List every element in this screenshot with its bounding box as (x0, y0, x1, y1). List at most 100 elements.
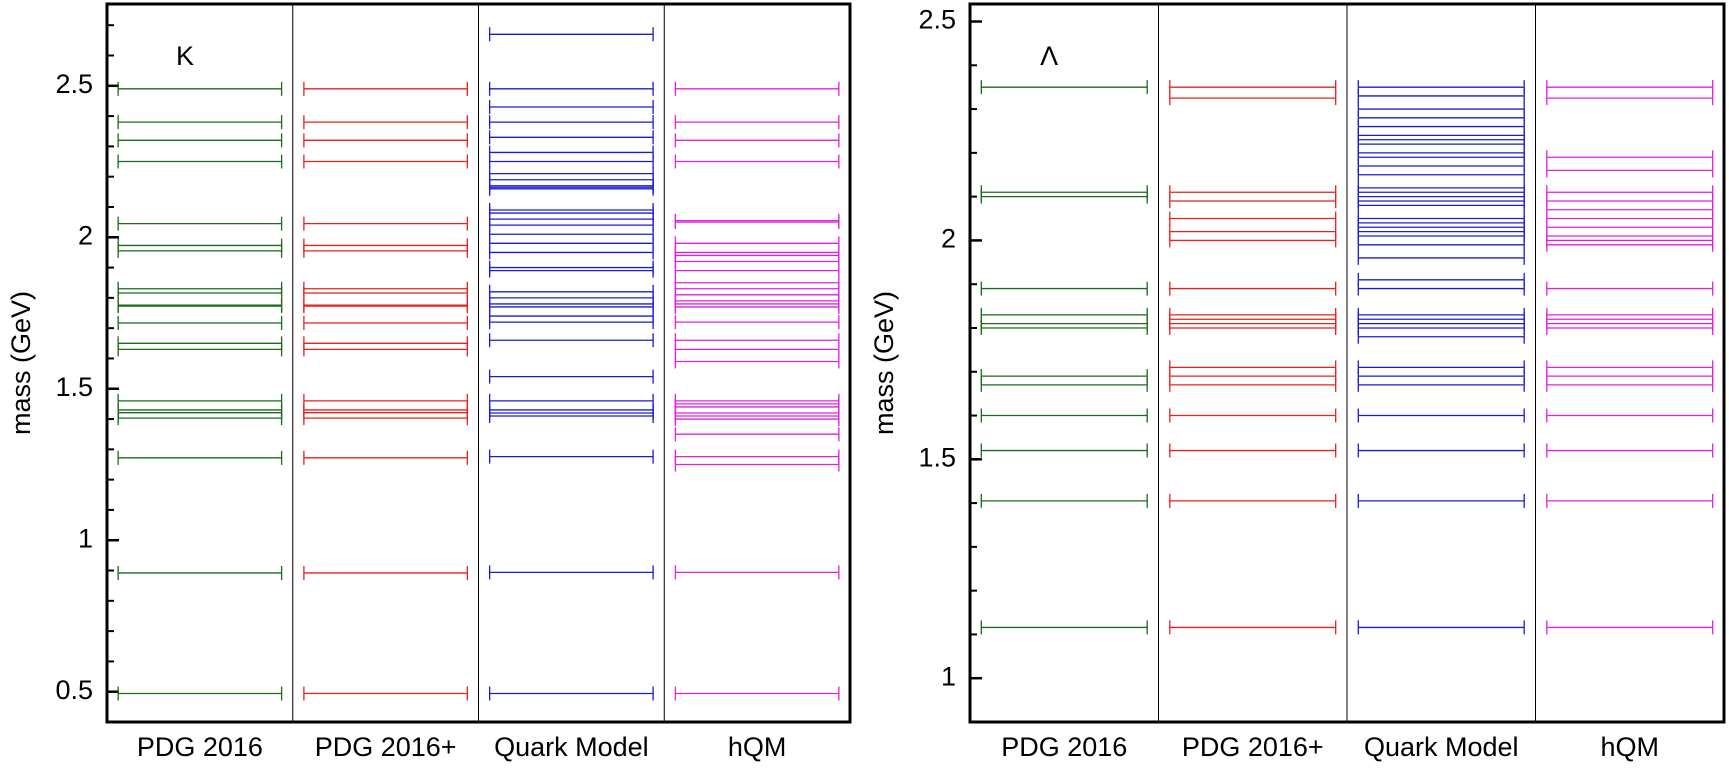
level (674, 412, 840, 427)
level (674, 296, 840, 311)
level (488, 145, 654, 160)
level (303, 686, 469, 701)
level (488, 290, 654, 305)
level (1357, 281, 1525, 296)
level (1546, 185, 1714, 200)
level (980, 408, 1148, 423)
level (117, 402, 283, 417)
level (1546, 211, 1714, 226)
level (1546, 408, 1714, 423)
level (1169, 233, 1337, 248)
level (1169, 369, 1337, 384)
y-tick-label: 2 (78, 220, 93, 250)
level (488, 236, 654, 251)
level (117, 133, 283, 148)
level (1169, 493, 1337, 508)
level (980, 620, 1148, 635)
level (1169, 224, 1337, 239)
level (674, 686, 840, 701)
level (980, 377, 1148, 392)
level (1357, 110, 1525, 125)
level (980, 307, 1148, 322)
level (488, 299, 654, 314)
level (488, 166, 654, 181)
level (488, 405, 654, 420)
level (303, 115, 469, 130)
plot-frame (105, 2, 852, 724)
level (1357, 211, 1525, 226)
level (488, 181, 654, 196)
level (1357, 119, 1525, 134)
level (674, 115, 840, 130)
y-tick-label: 1.5 (918, 442, 956, 472)
level (674, 449, 840, 464)
level (303, 316, 469, 331)
level (674, 342, 840, 357)
x-tick-label: hQM (1600, 732, 1659, 762)
level (303, 286, 469, 301)
level (1169, 377, 1337, 392)
level (488, 172, 654, 187)
level (488, 309, 654, 324)
level (1546, 620, 1714, 635)
level (1357, 620, 1525, 635)
level (1357, 443, 1525, 458)
y-tick-label: 1.5 (55, 372, 93, 402)
level (488, 100, 654, 115)
level (1546, 281, 1714, 296)
level (1357, 369, 1525, 384)
level (980, 369, 1148, 384)
level (117, 298, 283, 313)
level (488, 206, 654, 221)
level (1546, 443, 1714, 458)
level (488, 333, 654, 348)
level (488, 369, 654, 384)
plot-frame (968, 2, 1726, 724)
level (674, 427, 840, 442)
level (1357, 307, 1525, 322)
y-tick-label: 2.5 (55, 69, 93, 99)
x-tick-label: Quark Model (1364, 732, 1519, 762)
level (303, 133, 469, 148)
level (1357, 158, 1525, 173)
level (674, 287, 840, 302)
level (1169, 408, 1337, 423)
level (674, 215, 840, 230)
level (674, 293, 840, 308)
level (117, 216, 283, 231)
level (674, 81, 840, 96)
level (117, 238, 283, 253)
level (303, 342, 469, 357)
level (1546, 194, 1714, 209)
level (488, 218, 654, 233)
level (674, 213, 840, 228)
level (1546, 80, 1714, 95)
level (303, 450, 469, 465)
x-tick-label: PDG 2016 (1001, 732, 1127, 762)
level (674, 354, 840, 369)
level (674, 393, 840, 408)
level (1169, 360, 1337, 375)
level (674, 399, 840, 414)
level (488, 449, 654, 464)
level (674, 565, 840, 580)
level (303, 281, 469, 296)
level (1357, 329, 1525, 344)
level (1546, 150, 1714, 165)
level (488, 402, 654, 417)
level (117, 316, 283, 331)
y-tick-label: 1 (78, 523, 93, 553)
level (980, 493, 1148, 508)
level (303, 336, 469, 351)
level (1357, 493, 1525, 508)
y-axis-label: mass (GeV) (869, 291, 899, 435)
level (488, 245, 654, 260)
level (1357, 237, 1525, 252)
level (1546, 307, 1714, 322)
level (303, 216, 469, 231)
level (117, 154, 283, 169)
level (303, 154, 469, 169)
level (303, 238, 469, 253)
level (488, 203, 654, 218)
level (1357, 102, 1525, 117)
